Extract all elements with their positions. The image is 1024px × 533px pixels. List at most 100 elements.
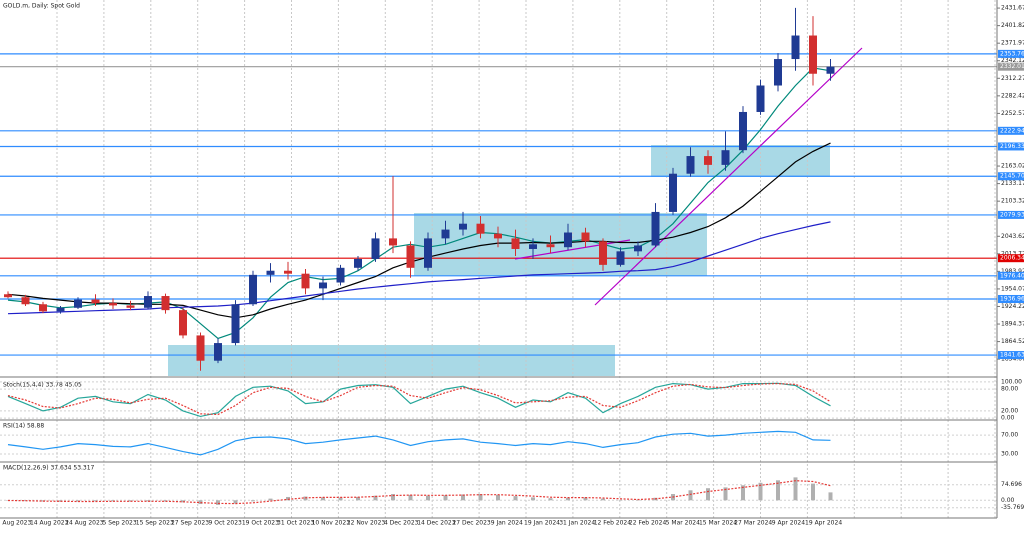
candle-body bbox=[721, 150, 730, 165]
candle-body bbox=[371, 238, 380, 259]
x-tick-label: 27 Mar 2024 bbox=[734, 520, 772, 527]
y-tick-label: 2282.42 bbox=[1001, 92, 1024, 99]
indicator-line bbox=[7, 382, 831, 418]
macd-bar bbox=[776, 480, 780, 501]
x-tick-label: 5 Sep 2023 bbox=[102, 520, 136, 527]
candle-body bbox=[56, 307, 65, 312]
indicator-tick-label: 0.00 bbox=[1001, 415, 1015, 422]
candle-body bbox=[284, 270, 292, 274]
macd-bar bbox=[706, 488, 710, 501]
y-tick-label: 1894.37 bbox=[1001, 321, 1024, 328]
price-level-box bbox=[998, 126, 1024, 135]
price-level-label: 2196.33 bbox=[1000, 143, 1024, 150]
macd-bar bbox=[513, 496, 518, 501]
candle-body bbox=[266, 270, 275, 275]
y-tick-label: 1864.52 bbox=[1001, 338, 1024, 345]
candle-body bbox=[599, 241, 607, 265]
candle-body bbox=[581, 232, 590, 242]
macd-bar bbox=[216, 500, 220, 505]
y-tick-label: 2431.67 bbox=[1001, 5, 1024, 12]
chart-title: GOLD.m, Daily: Spot Gold bbox=[3, 3, 80, 10]
macd-bar bbox=[723, 487, 728, 501]
x-tick-label: 14 Aug 2023 bbox=[30, 520, 69, 527]
candle-body bbox=[529, 244, 537, 249]
x-tick-label: 22 Feb 2024 bbox=[629, 520, 667, 527]
macd-bar bbox=[233, 500, 238, 504]
candle-body bbox=[231, 304, 240, 344]
macd-bar bbox=[636, 499, 640, 501]
macd-bar bbox=[391, 494, 395, 501]
y-tick-label: 2013.77 bbox=[1001, 250, 1024, 257]
y-tick-label: 2401.82 bbox=[1001, 22, 1024, 29]
x-tick-label: 27 Dec 2023 bbox=[452, 520, 491, 527]
trend-line bbox=[594, 47, 863, 306]
x-tick-label: 19 Oct 2023 bbox=[242, 520, 279, 527]
candle-body bbox=[756, 85, 765, 112]
candle-body bbox=[616, 251, 625, 265]
candle-body bbox=[669, 173, 677, 212]
macd-bar bbox=[793, 477, 798, 501]
y-tick-label: 2133.17 bbox=[1001, 180, 1024, 187]
x-tick-label: 15 Mar 2024 bbox=[699, 520, 737, 527]
macd-bar bbox=[286, 496, 290, 501]
candle-body bbox=[91, 299, 100, 304]
indicator-title: Stoch(15,4,4) 33.78 45.05 bbox=[3, 382, 82, 389]
moving-average bbox=[7, 221, 831, 315]
indicator-title: RSI(14) 58.88 bbox=[3, 423, 44, 430]
x-tick-label: 14 Dec 2023 bbox=[417, 520, 456, 527]
macd-bar bbox=[566, 497, 570, 501]
macd-bar bbox=[741, 485, 745, 501]
price-level-box bbox=[998, 294, 1024, 303]
price-level-label: 2079.93 bbox=[1000, 211, 1024, 218]
macd-bar bbox=[618, 499, 623, 501]
price-level-label: 2145.70 bbox=[1000, 173, 1024, 180]
price-level-box bbox=[998, 142, 1024, 151]
macd-bar bbox=[496, 494, 500, 501]
candle-body bbox=[21, 297, 30, 305]
candle-body bbox=[74, 299, 82, 308]
y-tick-label: 1834.67 bbox=[1001, 356, 1024, 363]
y-tick-label: 2043.62 bbox=[1001, 233, 1024, 240]
indicator-tick-label: 70.00 bbox=[1001, 432, 1018, 439]
zone bbox=[414, 213, 707, 276]
x-tick-label: 31 Oct 2023 bbox=[277, 520, 314, 527]
indicator-line bbox=[7, 382, 831, 416]
price-level-box bbox=[998, 351, 1024, 360]
indicator-tick-label: 80.00 bbox=[1001, 386, 1018, 393]
x-tick-label: 22 Nov 2023 bbox=[347, 520, 386, 527]
candle-body bbox=[179, 310, 187, 336]
y-tick-label: 1983.92 bbox=[1001, 268, 1024, 275]
indicators: Stoch(15,4,4) 33.78 45.05 RSI(14) 58.88 MA… bbox=[0, 381, 997, 509]
price-level-label: 1976.40 bbox=[1000, 272, 1024, 279]
y-tick-label: 2103.32 bbox=[1001, 198, 1024, 205]
y-tick-label: 2163.02 bbox=[1001, 163, 1024, 170]
price-level-label: 1841.63 bbox=[1000, 352, 1024, 359]
candle-body bbox=[249, 274, 257, 305]
macd-bar bbox=[356, 496, 360, 501]
y-tick-label: 2312.27 bbox=[1001, 75, 1024, 82]
macd-bar bbox=[321, 497, 325, 501]
zone bbox=[651, 145, 830, 177]
price-level-label: 2332.01 bbox=[1000, 63, 1024, 70]
x-tick-label: 2 Aug 2023 bbox=[0, 520, 31, 527]
price-level-box bbox=[998, 210, 1024, 219]
candle-body bbox=[791, 35, 800, 60]
y-tick-label: 2252.57 bbox=[1001, 110, 1024, 117]
price-level-box bbox=[998, 254, 1024, 263]
price-level-box bbox=[998, 271, 1024, 280]
x-tick-label: 5 Mar 2024 bbox=[666, 520, 700, 527]
macd-bar bbox=[93, 500, 98, 502]
indicator-line bbox=[7, 480, 831, 505]
candle-body bbox=[739, 111, 747, 151]
candle-body bbox=[494, 233, 502, 239]
macd-bar bbox=[583, 497, 588, 501]
candle-body bbox=[354, 258, 362, 268]
x-tick-label: 31 Jan 2024 bbox=[559, 520, 595, 527]
candle-body bbox=[301, 273, 310, 289]
candle-body bbox=[476, 223, 485, 234]
x-tick-label: 10 Nov 2023 bbox=[312, 520, 351, 527]
candle-body bbox=[4, 294, 12, 298]
macd-bar bbox=[758, 482, 763, 501]
